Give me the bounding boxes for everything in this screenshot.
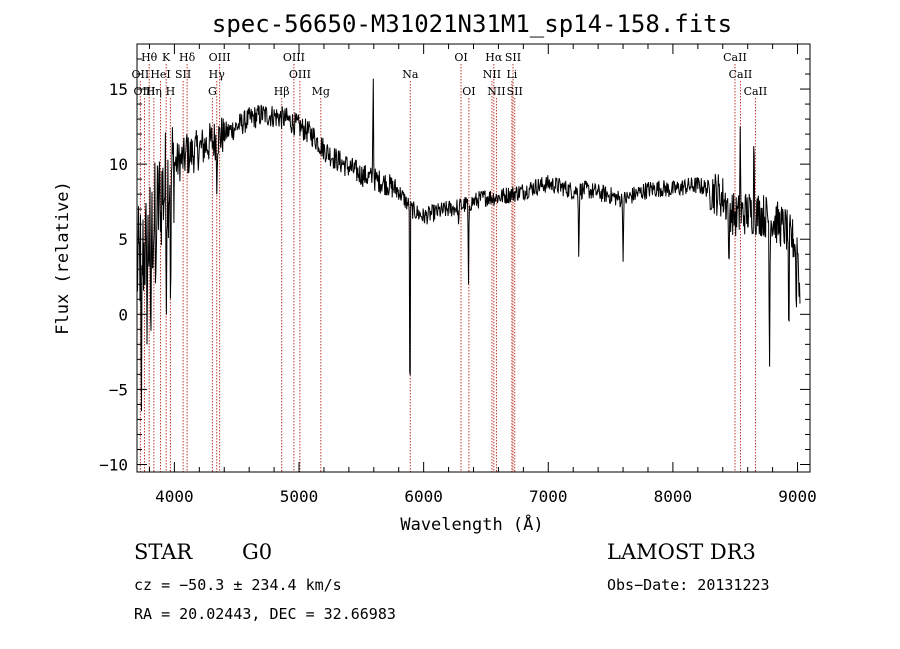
spectral-line-label: Li [506, 68, 517, 81]
x-tick-label: 4000 [155, 487, 194, 506]
survey-name: LAMOST DR3 [607, 540, 756, 564]
plot-frame [136, 43, 811, 473]
object-class: STAR [134, 540, 193, 564]
spectral-line-label: HeI [150, 68, 170, 81]
spectrum-series [136, 78, 801, 412]
spectral-line-label: CaII [723, 51, 747, 64]
spectral-line-label: Hθ [141, 51, 158, 64]
spectral-line-label: Hη [146, 85, 162, 98]
spectral-line-label: K [162, 51, 171, 64]
x-tick-label: 5000 [280, 487, 319, 506]
chart-title: spec-56650-M31021N31M1_sp14-158.fits [212, 10, 732, 38]
x-axis: 4000 5000 6000 7000 8000 9000 [148, 44, 817, 506]
spectral-line-label: H [166, 85, 176, 98]
spectral-line-label: G [208, 85, 217, 98]
spectral-line-label: Hγ [209, 68, 226, 81]
spectral-line-label: Na [402, 68, 419, 81]
spectral-line-label: OIII [283, 51, 305, 64]
x-tick-label: 7000 [529, 487, 568, 506]
spectral-line-label: SII [175, 68, 191, 81]
spectral-line-label: OIII [289, 68, 311, 81]
x-axis-label: Wavelength (Å) [400, 513, 543, 535]
object-subclass: G0 [242, 540, 273, 564]
x-tick-label: 6000 [404, 487, 443, 506]
spectral-line-label: CaII [729, 68, 753, 81]
y-axis-label: Flux (relative) [53, 181, 73, 335]
y-tick-label: 0 [118, 305, 128, 324]
spectral-line-label: Hα [485, 51, 503, 64]
x-tick-label: 9000 [778, 487, 817, 506]
y-tick-label: 5 [118, 230, 128, 249]
y-tick-label: −10 [99, 455, 128, 474]
spectral-line-label: SII [505, 51, 521, 64]
spectral-line-label: OIII [209, 51, 231, 64]
y-axis: −10 −5 0 5 10 15 [99, 58, 810, 474]
spectral-line-label: Hδ [179, 51, 196, 64]
y-tick-label: 10 [109, 155, 128, 174]
spectral-line-label: Hβ [274, 85, 290, 98]
spectral-line-label: NII [483, 68, 501, 81]
observation-date: Obs−Date: 20131223 [607, 576, 770, 594]
x-tick-label: 8000 [654, 487, 693, 506]
redshift-velocity: cz = −50.3 ± 234.4 km/s [134, 576, 342, 594]
spectral-line-label: NII [487, 85, 505, 98]
spectral-line-label: OIII [133, 85, 155, 98]
y-tick-label: −5 [109, 380, 128, 399]
spectral-line-label: Mg [312, 85, 330, 98]
spectral-line-label: CaII [744, 85, 768, 98]
spectral-line-label: OI [454, 51, 467, 64]
spectral-line-label: OI [462, 85, 475, 98]
coordinates: RA = 20.02443, DEC = 32.66983 [134, 605, 396, 623]
spectral-line-label: SII [507, 85, 523, 98]
y-tick-label: 15 [109, 80, 128, 99]
